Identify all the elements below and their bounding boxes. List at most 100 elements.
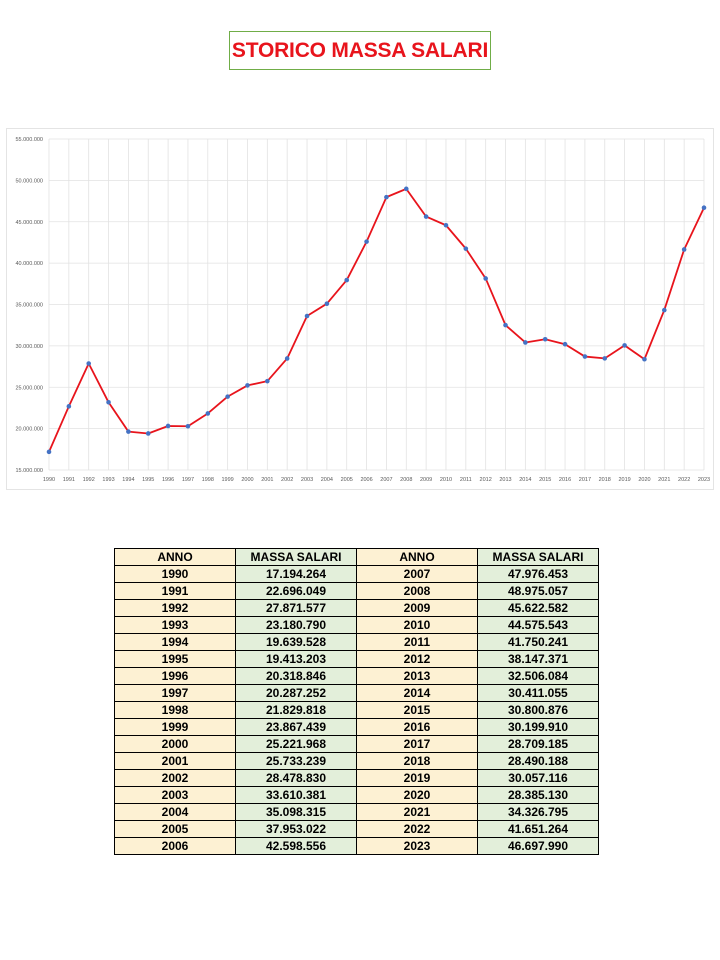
header-massa-salari: MASSA SALARI [477,548,599,566]
cell-massa-salari: 37.953.022 [235,820,357,838]
chart-series [46,186,707,455]
data-point [185,423,191,429]
data-point [304,313,310,319]
cell-anno: 2019 [356,769,478,787]
cell-anno: 1994 [114,633,236,651]
x-tick-label: 2018 [599,477,611,483]
x-tick-label: 1994 [122,477,134,483]
cell-massa-salari: 17.194.264 [235,565,357,583]
data-point [66,404,72,409]
cell-anno: 2009 [356,599,478,617]
x-tick-label: 2009 [420,477,432,483]
table-row: 1998 21.829.818 2015 30.800.876 [114,701,599,719]
cell-anno: 1998 [114,701,236,719]
data-point [542,336,548,342]
table-body: 1990 17.194.264 2007 47.976.453 1991 22.696.0… [114,565,599,855]
cell-massa-salari: 28.490.188 [477,752,599,770]
x-tick-label: 1996 [162,477,174,483]
cell-anno: 2002 [114,769,236,787]
x-tick-label: 2003 [301,477,313,483]
cell-anno: 2004 [114,803,236,821]
x-tick-label: 1993 [102,477,114,483]
cell-massa-salari: 44.575.543 [477,616,599,634]
x-tick-label: 2010 [440,477,452,483]
cell-massa-salari: 25.733.239 [235,752,357,770]
x-tick-label: 2000 [241,477,253,483]
cell-anno: 2001 [114,752,236,770]
x-tick-label: 1998 [202,477,214,483]
x-tick-label: 2005 [341,477,353,483]
x-tick-label: 2006 [360,477,372,483]
cell-massa-salari: 38.147.371 [477,650,599,668]
cell-anno: 2013 [356,667,478,685]
x-tick-label: 1990 [43,477,55,483]
chart-area: 15.000.000 20.000.000 25.000.000 30.000.000… [6,128,714,490]
cell-massa-salari: 27.871.577 [235,599,357,617]
cell-massa-salari: 20.318.846 [235,667,357,685]
x-tick-label: 2007 [380,477,392,483]
x-tick-label: 2004 [321,477,333,483]
cell-anno: 2010 [356,616,478,634]
cell-massa-salari: 34.326.795 [477,803,599,821]
x-tick-label: 2017 [579,477,591,483]
cell-anno: 2000 [114,735,236,753]
y-tick-label: 15.000.000 [15,468,43,474]
table-row: 1990 17.194.264 2007 47.976.453 [114,565,599,583]
cell-massa-salari: 28.709.185 [477,735,599,753]
cell-massa-salari: 19.639.528 [235,633,357,651]
cell-anno: 2020 [356,786,478,804]
data-point [46,449,52,455]
table-row: 1995 19.413.203 2012 38.147.371 [114,650,599,668]
cell-massa-salari: 23.867.439 [235,718,357,736]
cell-massa-salari: 30.057.116 [477,769,599,787]
cell-anno: 2005 [114,820,236,838]
cell-massa-salari: 35.098.315 [235,803,357,821]
table-row: 1999 23.867.439 2016 30.199.910 [114,718,599,736]
header-massa-salari: MASSA SALARI [235,548,357,566]
cell-anno: 2006 [114,837,236,855]
cell-anno: 2021 [356,803,478,821]
data-point [106,400,111,405]
cell-anno: 1997 [114,684,236,702]
cell-anno: 2015 [356,701,478,719]
data-point [403,186,409,192]
chart-axes: 15.000.000 20.000.000 25.000.000 30.000.000… [15,137,710,483]
x-tick-label: 2023 [698,477,710,483]
cell-anno: 2022 [356,820,478,838]
table-row: 2004 35.098.315 2021 34.326.795 [114,803,599,821]
x-tick-label: 2022 [678,477,690,483]
chart-grid [48,138,705,471]
cell-massa-salari: 22.696.049 [235,582,357,600]
cell-anno: 2008 [356,582,478,600]
cell-anno: 1993 [114,616,236,634]
x-tick-label: 1991 [63,477,75,483]
cell-massa-salari: 30.800.876 [477,701,599,719]
cell-massa-salari: 48.975.057 [477,582,599,600]
y-tick-label: 25.000.000 [15,385,43,391]
cell-anno: 2017 [356,735,478,753]
table-row: 1997 20.287.252 2014 30.411.055 [114,684,599,702]
data-point [582,354,588,359]
data-point [523,340,528,345]
x-tick-label: 1997 [182,477,194,483]
data-point [324,301,330,306]
table-row: 2002 28.478.830 2019 30.057.116 [114,769,599,787]
table-row: 1992 27.871.577 2009 45.622.582 [114,599,599,617]
x-tick-label: 2013 [499,477,511,483]
data-point [443,222,449,228]
table-row: 2003 33.610.381 2020 28.385.130 [114,786,599,804]
data-point [86,361,91,366]
cell-anno: 1991 [114,582,236,600]
cell-massa-salari: 28.385.130 [477,786,599,804]
cell-massa-salari: 45.622.582 [477,599,599,617]
cell-massa-salari: 25.221.968 [235,735,357,753]
x-tick-label: 1995 [142,477,154,483]
series-line [48,187,705,453]
data-point [364,239,369,244]
cell-massa-salari: 21.829.818 [235,701,357,719]
data-point [642,356,647,362]
cell-anno: 2007 [356,565,478,583]
cell-massa-salari: 41.651.264 [477,820,599,838]
cell-anno: 1992 [114,599,236,617]
data-point [145,431,151,436]
